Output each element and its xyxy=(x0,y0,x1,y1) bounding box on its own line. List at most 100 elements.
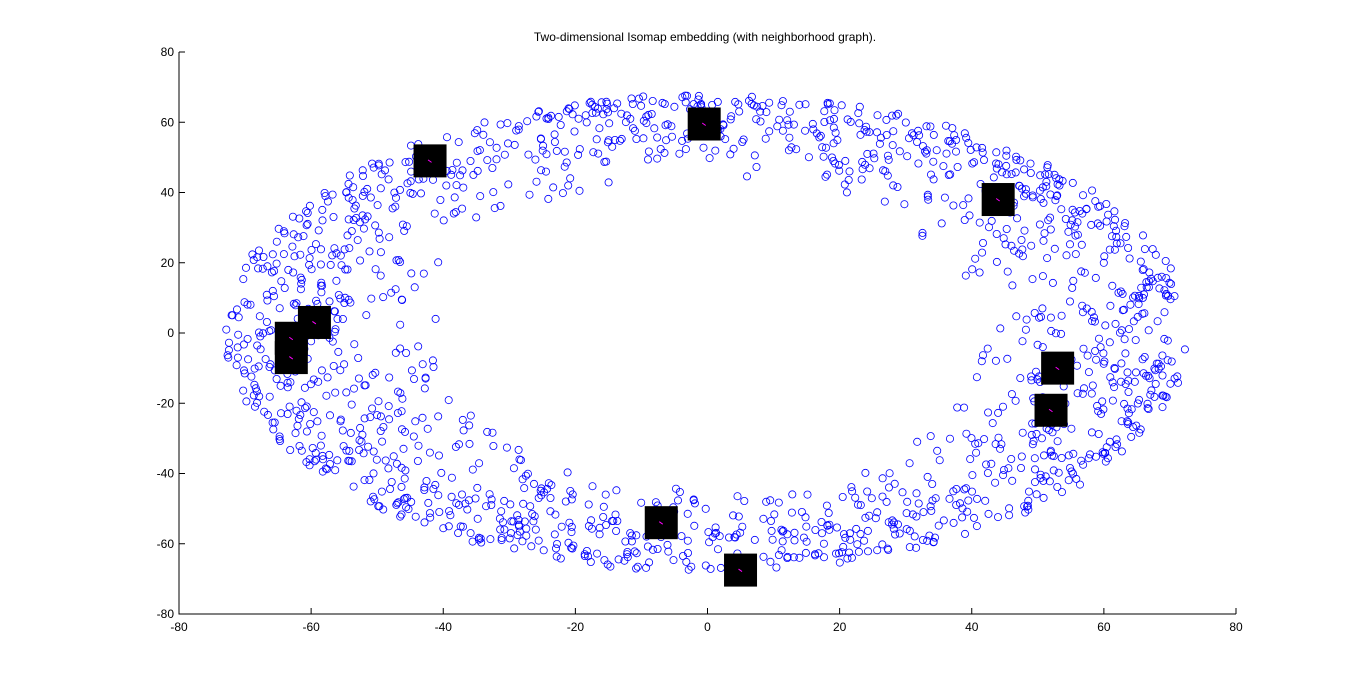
data-point xyxy=(434,412,443,421)
data-point xyxy=(1138,355,1147,364)
data-point xyxy=(972,448,981,457)
image-marker xyxy=(274,341,308,375)
data-point xyxy=(1076,480,1085,489)
data-point xyxy=(785,107,794,116)
data-point xyxy=(978,143,987,152)
data-point xyxy=(1099,405,1108,414)
data-point xyxy=(991,478,1000,487)
data-point xyxy=(996,324,1005,333)
data-point xyxy=(532,112,541,121)
data-point xyxy=(683,91,692,100)
data-point xyxy=(815,133,824,142)
data-point xyxy=(999,471,1008,480)
data-point xyxy=(1113,440,1122,449)
data-point xyxy=(1121,349,1130,358)
data-point xyxy=(279,250,288,259)
data-point xyxy=(365,247,374,256)
data-point xyxy=(394,498,403,507)
y-tick-label: -80 xyxy=(157,607,175,621)
data-point xyxy=(870,154,879,163)
data-point xyxy=(1004,464,1013,473)
data-point xyxy=(823,170,832,179)
data-point xyxy=(272,259,281,268)
data-point xyxy=(376,248,385,257)
data-point xyxy=(402,503,411,512)
data-point xyxy=(1068,283,1077,292)
data-point xyxy=(882,497,891,506)
data-point xyxy=(935,456,944,465)
data-point xyxy=(234,330,243,339)
data-point xyxy=(379,422,388,431)
data-point xyxy=(778,126,787,135)
data-point xyxy=(381,456,390,465)
data-point xyxy=(276,409,285,418)
data-point xyxy=(1017,235,1026,244)
data-point xyxy=(705,538,714,547)
data-point xyxy=(294,233,303,242)
data-point xyxy=(975,268,984,277)
data-point xyxy=(487,495,496,504)
data-point xyxy=(766,557,775,566)
data-point xyxy=(368,159,377,168)
data-point xyxy=(396,257,405,266)
data-point xyxy=(564,181,573,190)
data-point xyxy=(635,94,644,103)
data-point xyxy=(531,155,540,164)
data-point xyxy=(1117,447,1126,456)
data-point xyxy=(883,544,892,553)
data-point xyxy=(1110,383,1119,392)
data-point xyxy=(344,215,353,224)
data-point xyxy=(286,445,295,454)
data-point xyxy=(978,148,987,157)
data-point xyxy=(705,154,714,163)
data-point xyxy=(880,197,889,206)
data-point xyxy=(261,355,270,364)
data-point xyxy=(1160,286,1169,295)
data-point xyxy=(1095,334,1104,343)
data-point xyxy=(329,212,338,221)
data-point xyxy=(711,146,720,155)
data-point xyxy=(253,253,262,262)
data-point xyxy=(345,171,354,180)
data-point xyxy=(846,117,855,126)
data-point xyxy=(297,446,306,455)
data-point xyxy=(857,175,866,184)
data-point xyxy=(1140,245,1149,254)
data-point xyxy=(927,506,936,515)
data-point xyxy=(851,493,860,502)
data-point xyxy=(768,535,777,544)
data-point xyxy=(923,190,932,199)
data-point xyxy=(292,299,301,308)
data-point xyxy=(844,175,853,184)
data-point xyxy=(910,532,919,541)
data-point xyxy=(424,498,433,507)
data-point xyxy=(318,455,327,464)
data-point xyxy=(1087,428,1096,437)
data-point xyxy=(1021,189,1030,198)
data-point xyxy=(1002,146,1011,155)
data-point xyxy=(489,188,498,197)
data-point xyxy=(1018,184,1027,193)
data-point xyxy=(1049,466,1058,475)
data-point xyxy=(989,173,998,182)
data-point xyxy=(975,218,984,227)
data-point xyxy=(288,212,297,221)
data-point xyxy=(454,138,463,147)
data-point xyxy=(561,497,570,506)
data-point xyxy=(952,147,961,156)
data-point xyxy=(1150,364,1159,373)
data-point xyxy=(397,463,406,472)
data-point xyxy=(334,347,343,356)
data-point xyxy=(817,518,826,527)
x-tick-label: 20 xyxy=(833,620,847,634)
data-point xyxy=(489,441,498,450)
data-point xyxy=(1162,289,1171,298)
data-point xyxy=(1144,371,1153,380)
data-point xyxy=(1041,472,1050,481)
data-point xyxy=(289,299,298,308)
data-point xyxy=(1116,287,1125,296)
data-point xyxy=(396,512,405,521)
data-point xyxy=(584,500,593,509)
data-point xyxy=(1108,378,1117,387)
data-point xyxy=(442,181,451,190)
